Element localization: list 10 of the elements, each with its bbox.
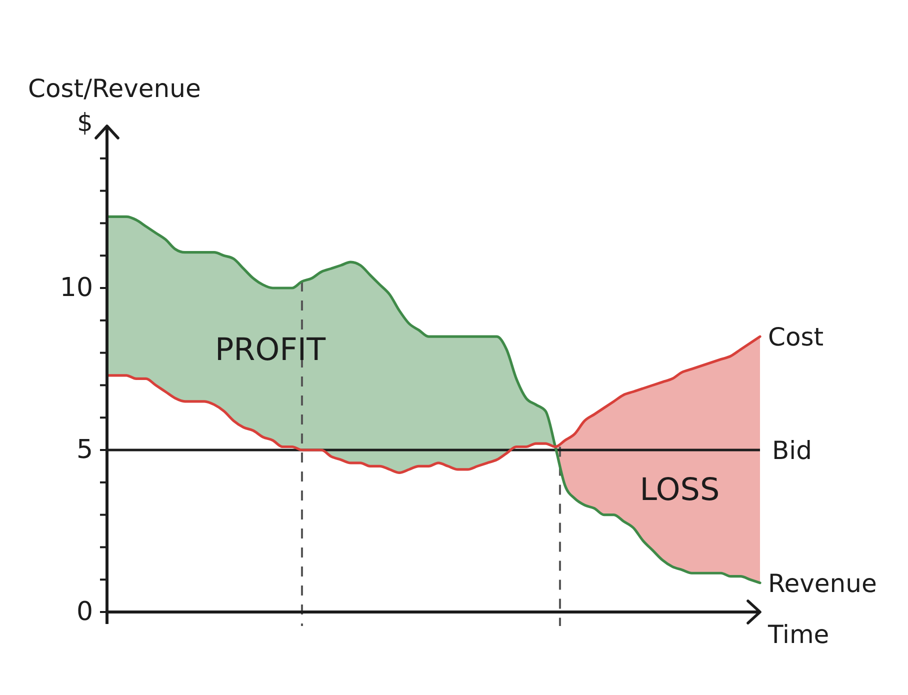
y-axis-title: Cost/Revenue $ [28, 74, 201, 136]
x-axis-title: Time [767, 620, 830, 648]
y-tick-label: 10 [60, 273, 93, 303]
series-label: Cost [768, 322, 824, 352]
ref-line-label: Bid [772, 436, 812, 464]
y-tick-label: 0 [76, 597, 93, 627]
series-label: Revenue [768, 568, 877, 598]
y-tick-label: 5 [76, 435, 93, 465]
annotation: LOSS [640, 472, 720, 508]
annotation: PROFIT [214, 332, 327, 368]
